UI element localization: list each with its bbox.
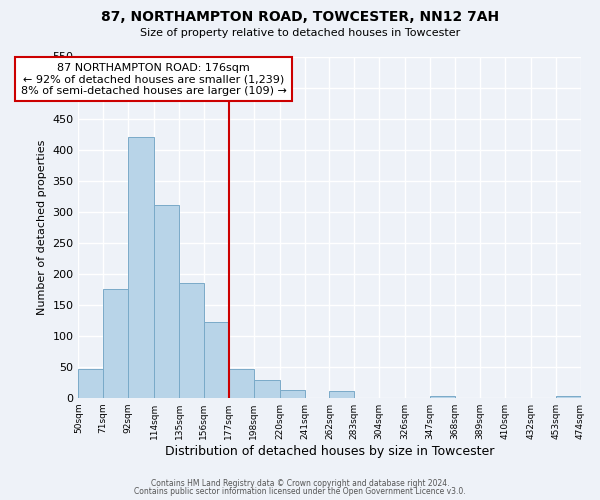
Bar (154, 206, 179, 398)
Bar (103, 289, 128, 398)
X-axis label: Distribution of detached houses by size in Towcester: Distribution of detached houses by size … (165, 444, 494, 458)
Text: 87, NORTHAMPTON ROAD, TOWCESTER, NN12 7AH: 87, NORTHAMPTON ROAD, TOWCESTER, NN12 7A… (101, 10, 499, 24)
Bar (280, 390, 305, 398)
Text: Contains HM Land Registry data © Crown copyright and database right 2024.: Contains HM Land Registry data © Crown c… (151, 478, 449, 488)
Bar (254, 380, 280, 398)
Bar (556, 396, 581, 398)
Text: Size of property relative to detached houses in Towcester: Size of property relative to detached ho… (140, 28, 460, 38)
Bar (128, 137, 154, 398)
Bar (430, 396, 455, 398)
Bar (329, 391, 354, 398)
Bar (179, 283, 204, 398)
Bar (204, 322, 229, 398)
Bar (229, 369, 254, 398)
Y-axis label: Number of detached properties: Number of detached properties (37, 140, 47, 315)
Bar (78, 368, 103, 398)
Text: 87 NORTHAMPTON ROAD: 176sqm
← 92% of detached houses are smaller (1,239)
8% of s: 87 NORTHAMPTON ROAD: 176sqm ← 92% of det… (20, 62, 286, 96)
Text: Contains public sector information licensed under the Open Government Licence v3: Contains public sector information licen… (134, 487, 466, 496)
